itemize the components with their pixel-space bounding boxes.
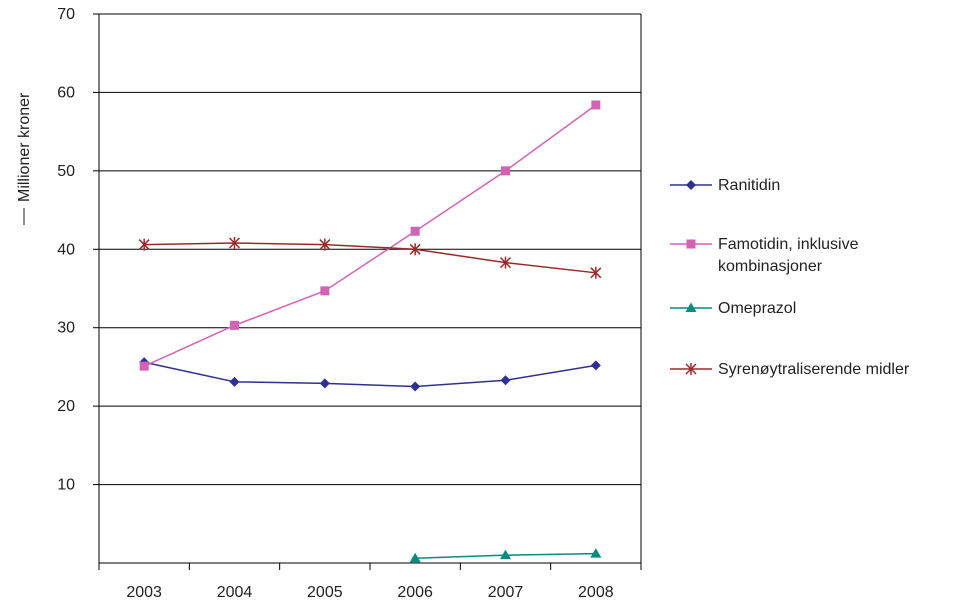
- legend-label: kombinasjoner: [718, 258, 823, 275]
- legend-marker: [686, 180, 696, 190]
- data-point: [229, 376, 240, 387]
- y-tick-label: 70: [57, 6, 75, 23]
- x-tick-label: 2007: [488, 584, 524, 601]
- x-tick-label: 2004: [217, 584, 253, 601]
- data-point: [590, 266, 602, 279]
- x-tick-labels: 2003 2004 2005 2006 2007 2008: [126, 584, 613, 601]
- data-point: [591, 100, 601, 110]
- series-line: [144, 361, 596, 388]
- series-line: [144, 242, 596, 274]
- y-tick-label: 30: [57, 320, 75, 337]
- y-tick-label: 10: [57, 477, 75, 494]
- data-point: [500, 549, 511, 560]
- y-axis-title: Millioner kroner: [16, 92, 33, 202]
- series-line: [143, 104, 597, 367]
- data-point: [410, 381, 421, 392]
- series-3: [138, 237, 602, 279]
- data-point: [139, 361, 149, 371]
- y-tick-label: 60: [57, 84, 75, 101]
- legend-label: Syrenøytraliserende midler: [718, 361, 910, 378]
- data-point: [499, 256, 512, 269]
- x-tick-label: 2005: [307, 584, 343, 601]
- data-point: [319, 378, 330, 389]
- series-2: [409, 548, 602, 563]
- y-tick-label: 50: [57, 163, 75, 180]
- series-layer: [138, 100, 602, 563]
- data-point: [319, 238, 331, 251]
- data-point: [501, 166, 510, 176]
- legend-marker: [686, 239, 696, 249]
- axes: [93, 13, 642, 570]
- y-axis-title-group: Millioner kroner: [16, 92, 33, 225]
- data-point: [230, 320, 239, 330]
- data-point: [409, 552, 421, 563]
- data-point: [590, 360, 601, 371]
- legend-entry: Famotidin, inklusive kombinasjoner: [670, 236, 859, 275]
- legend-label: Omeprazol: [718, 300, 796, 317]
- x-tick-label: 2008: [578, 584, 614, 601]
- legend: Ranitidin Famotidin, inklusive kombinasjon…: [670, 177, 910, 378]
- data-point: [320, 286, 330, 296]
- legend-marker: [685, 363, 697, 375]
- series-0: [139, 357, 601, 392]
- data-point: [228, 237, 241, 250]
- legend-entry: Syrenøytraliserende midler: [670, 361, 910, 378]
- y-tick-label: 40: [57, 241, 75, 258]
- x-tick-label: 2006: [397, 584, 433, 601]
- data-point: [410, 226, 420, 236]
- legend-entry: Omeprazol: [670, 300, 796, 317]
- gridlines: [99, 13, 641, 486]
- data-point: [500, 375, 511, 386]
- series-1: [139, 100, 601, 371]
- data-point: [138, 238, 150, 251]
- data-point: [590, 548, 602, 558]
- y-tick-labels: 10 20 30 40 50 60 70: [57, 6, 75, 494]
- legend-label: Ranitidin: [718, 177, 780, 194]
- data-point: [409, 243, 421, 256]
- legend-entry: Ranitidin: [670, 177, 780, 194]
- legend-marker: [685, 302, 697, 312]
- y-tick-label: 20: [57, 398, 75, 415]
- x-tick-label: 2003: [126, 584, 162, 601]
- legend-label: Famotidin, inklusive: [718, 236, 859, 253]
